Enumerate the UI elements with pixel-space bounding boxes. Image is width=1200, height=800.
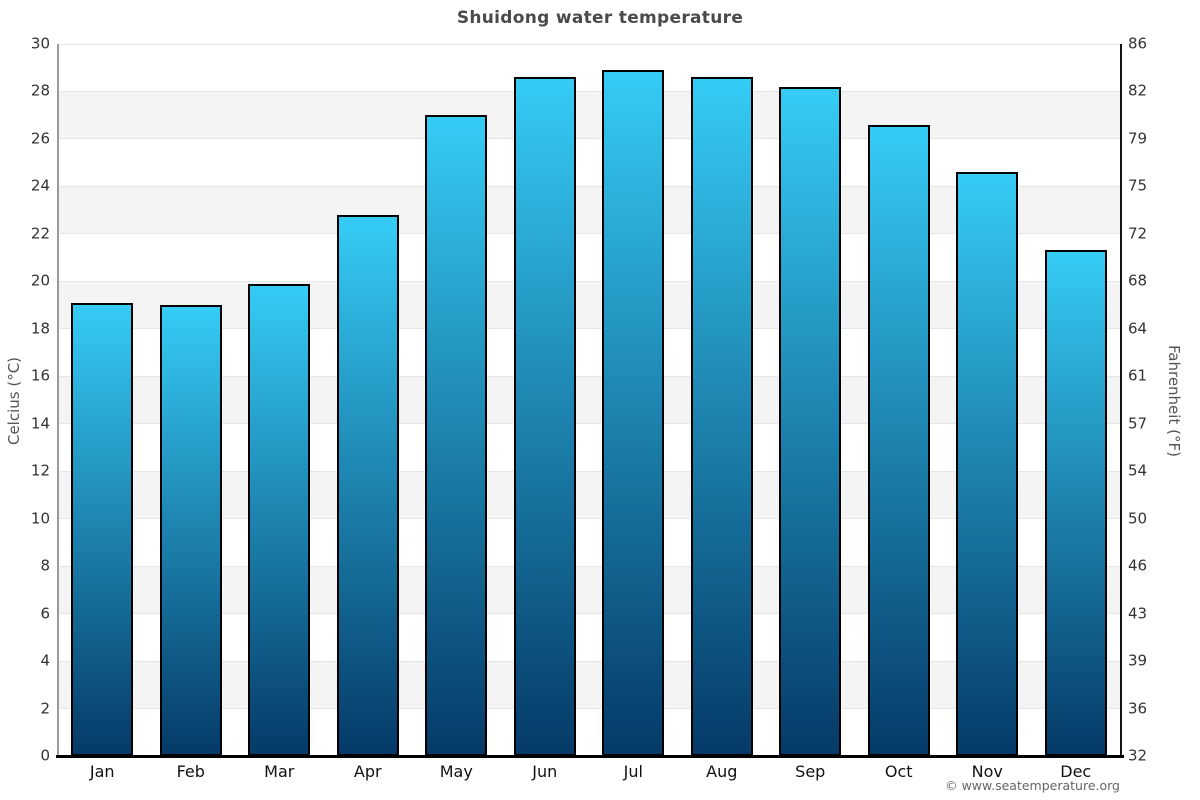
y-tick-label-fahrenheit: 36 — [1128, 699, 1148, 718]
bar-aug[interactable] — [690, 77, 753, 756]
gridline — [58, 518, 1120, 520]
y-tick-label-celsius: 14 — [30, 414, 50, 433]
gridline — [58, 660, 1120, 662]
gridline — [58, 423, 1120, 425]
y-tick-label-celsius: 12 — [30, 461, 50, 480]
y-tick-label-fahrenheit: 43 — [1128, 604, 1148, 623]
y-tick-label-celsius: 30 — [30, 34, 50, 53]
bar-mar[interactable] — [248, 283, 311, 756]
x-tick-label-aug: Aug — [706, 762, 738, 781]
plot-band — [58, 566, 1120, 614]
y-tick-label-celsius: 8 — [40, 556, 50, 575]
plot-band — [58, 376, 1120, 424]
y-tick-label-fahrenheit: 32 — [1128, 746, 1148, 765]
gridline — [58, 708, 1120, 710]
x-tick-label-jul: Jul — [623, 762, 643, 781]
bar-jul[interactable] — [602, 70, 665, 756]
x-tick-label-apr: Apr — [353, 762, 382, 781]
y-axis-line-left — [57, 44, 59, 756]
x-tick-label-sep: Sep — [795, 762, 826, 781]
y-tick-label-fahrenheit: 61 — [1128, 366, 1148, 385]
y-tick-label-celsius: 4 — [40, 651, 50, 670]
gridline — [58, 90, 1120, 92]
chart-title: Shuidong water temperature — [456, 8, 744, 28]
gridline — [58, 613, 1120, 615]
y-tick-label-fahrenheit: 72 — [1128, 224, 1148, 243]
x-tick-label-nov: Nov — [971, 762, 1003, 781]
bar-sep[interactable] — [779, 86, 842, 756]
plot-band — [58, 471, 1120, 519]
bar-jun[interactable] — [513, 77, 576, 756]
x-tick-label-may: May — [439, 762, 473, 781]
bar-may[interactable] — [425, 115, 488, 756]
y-tick-label-celsius: 16 — [30, 366, 50, 385]
x-tick-label-feb: Feb — [176, 762, 205, 781]
y-tick-label-celsius: 24 — [30, 176, 50, 195]
y-tick-label-celsius: 2 — [40, 699, 50, 718]
plot-band — [58, 661, 1120, 709]
y-tick-label-fahrenheit: 57 — [1128, 414, 1148, 433]
y-tick-label-celsius: 18 — [30, 319, 50, 338]
y-tick-label-celsius: 10 — [30, 509, 50, 528]
bar-jan[interactable] — [71, 302, 134, 756]
x-tick-label-oct: Oct — [884, 762, 913, 781]
x-tick-label-mar: Mar — [264, 762, 295, 781]
copyright-notice: © www.seatemperature.org — [945, 778, 1120, 793]
x-tick-label-dec: Dec — [1060, 762, 1092, 781]
y-tick-label-celsius: 6 — [40, 604, 50, 623]
y-tick-label-fahrenheit: 46 — [1128, 556, 1148, 575]
y-axis-line-right — [1120, 44, 1122, 756]
plot-band — [58, 91, 1120, 139]
gridline — [58, 565, 1120, 567]
gridline — [58, 138, 1120, 140]
x-axis-line — [56, 755, 1124, 758]
x-tick-label-jan: Jan — [89, 762, 115, 781]
gridline — [58, 470, 1120, 472]
bar-apr[interactable] — [336, 214, 399, 756]
x-tick-label-jun: Jun — [532, 762, 558, 781]
y-tick-label-fahrenheit: 86 — [1128, 34, 1148, 53]
y-tick-label-celsius: 26 — [30, 129, 50, 148]
y-tick-label-fahrenheit: 54 — [1128, 461, 1148, 480]
bar-oct[interactable] — [867, 124, 930, 756]
gridline — [58, 233, 1120, 235]
y-tick-label-fahrenheit: 82 — [1128, 81, 1148, 100]
bar-feb[interactable] — [159, 305, 222, 756]
y-axis-title-fahrenheit: Fahrenheit (°F) — [1165, 345, 1183, 457]
y-tick-label-celsius: 28 — [30, 81, 50, 100]
gridline — [58, 43, 1120, 45]
y-axis-title-celsius: Celcius (°C) — [5, 356, 23, 446]
bar-nov[interactable] — [956, 172, 1019, 756]
gridline — [58, 375, 1120, 377]
y-tick-label-celsius: 0 — [40, 746, 50, 765]
y-tick-label-fahrenheit: 68 — [1128, 271, 1148, 290]
y-tick-label-fahrenheit: 39 — [1128, 651, 1148, 670]
gridline — [58, 185, 1120, 187]
y-tick-label-fahrenheit: 79 — [1128, 129, 1148, 148]
y-tick-label-fahrenheit: 50 — [1128, 509, 1148, 528]
y-tick-label-celsius: 22 — [30, 224, 50, 243]
plot-band — [58, 281, 1120, 329]
bar-dec[interactable] — [1044, 250, 1107, 756]
y-tick-label-fahrenheit: 64 — [1128, 319, 1148, 338]
plot-band — [58, 186, 1120, 234]
y-tick-label-fahrenheit: 75 — [1128, 176, 1148, 195]
y-tick-label-celsius: 20 — [30, 271, 50, 290]
gridline — [58, 328, 1120, 330]
gridline — [58, 280, 1120, 282]
